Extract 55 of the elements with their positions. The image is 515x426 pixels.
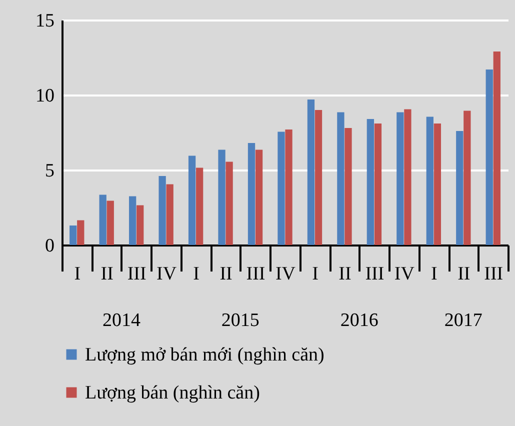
bar (337, 112, 344, 245)
y-tick-label: 0 (45, 236, 54, 256)
y-tick-label: 15 (36, 10, 54, 32)
x-tick-label: I (312, 264, 318, 284)
bar (396, 112, 404, 245)
bar (70, 226, 77, 245)
legend-label: Lượng bán (nghìn căn) (85, 382, 260, 404)
y-tick-label: 5 (45, 160, 54, 182)
bar (456, 131, 464, 245)
bar (158, 176, 166, 245)
bar (486, 70, 493, 245)
x-tick-label: I (74, 264, 81, 284)
bar (77, 220, 84, 245)
bar (196, 168, 204, 245)
bar (434, 124, 442, 245)
bar (106, 200, 114, 245)
x-tick-label: III (365, 264, 384, 284)
text: 2017 (444, 310, 482, 331)
x-tick-label: IV (394, 264, 415, 284)
bar (404, 109, 412, 245)
text: 2014 (102, 310, 141, 331)
y-tick-label: 10 (36, 86, 54, 106)
x-tick-label: I (431, 264, 438, 284)
bar (464, 110, 471, 245)
legend-label: Lượng mở bán mới (nghìn căn) (85, 344, 324, 366)
bar (166, 184, 174, 245)
bar (99, 194, 106, 245)
bar (366, 119, 374, 245)
x-tick-label: II (100, 264, 114, 284)
x-tick-label: II (220, 264, 232, 284)
bar (188, 156, 196, 245)
bar (278, 132, 285, 245)
bar (374, 124, 382, 245)
bar (426, 116, 434, 245)
x-tick-label: III (246, 264, 266, 284)
x-tick-label: IV (275, 264, 296, 284)
x-tick-label: II (338, 264, 352, 284)
x-tick-label: III (127, 264, 146, 284)
text: 2016 (340, 310, 378, 331)
bar (128, 196, 136, 245)
bar (314, 110, 322, 245)
bar (307, 100, 315, 245)
bar (493, 52, 500, 245)
x-tick-label: IV (156, 264, 177, 284)
text: 2015 (221, 310, 260, 331)
x-tick-label: II (458, 264, 470, 284)
x-tick-label: I (193, 264, 200, 284)
bar (136, 205, 144, 245)
bar (344, 128, 352, 245)
bar (248, 143, 256, 245)
bar (226, 162, 233, 245)
bar (218, 150, 226, 245)
bar (255, 150, 263, 245)
bar (285, 130, 292, 245)
x-tick-label: III (484, 264, 504, 284)
